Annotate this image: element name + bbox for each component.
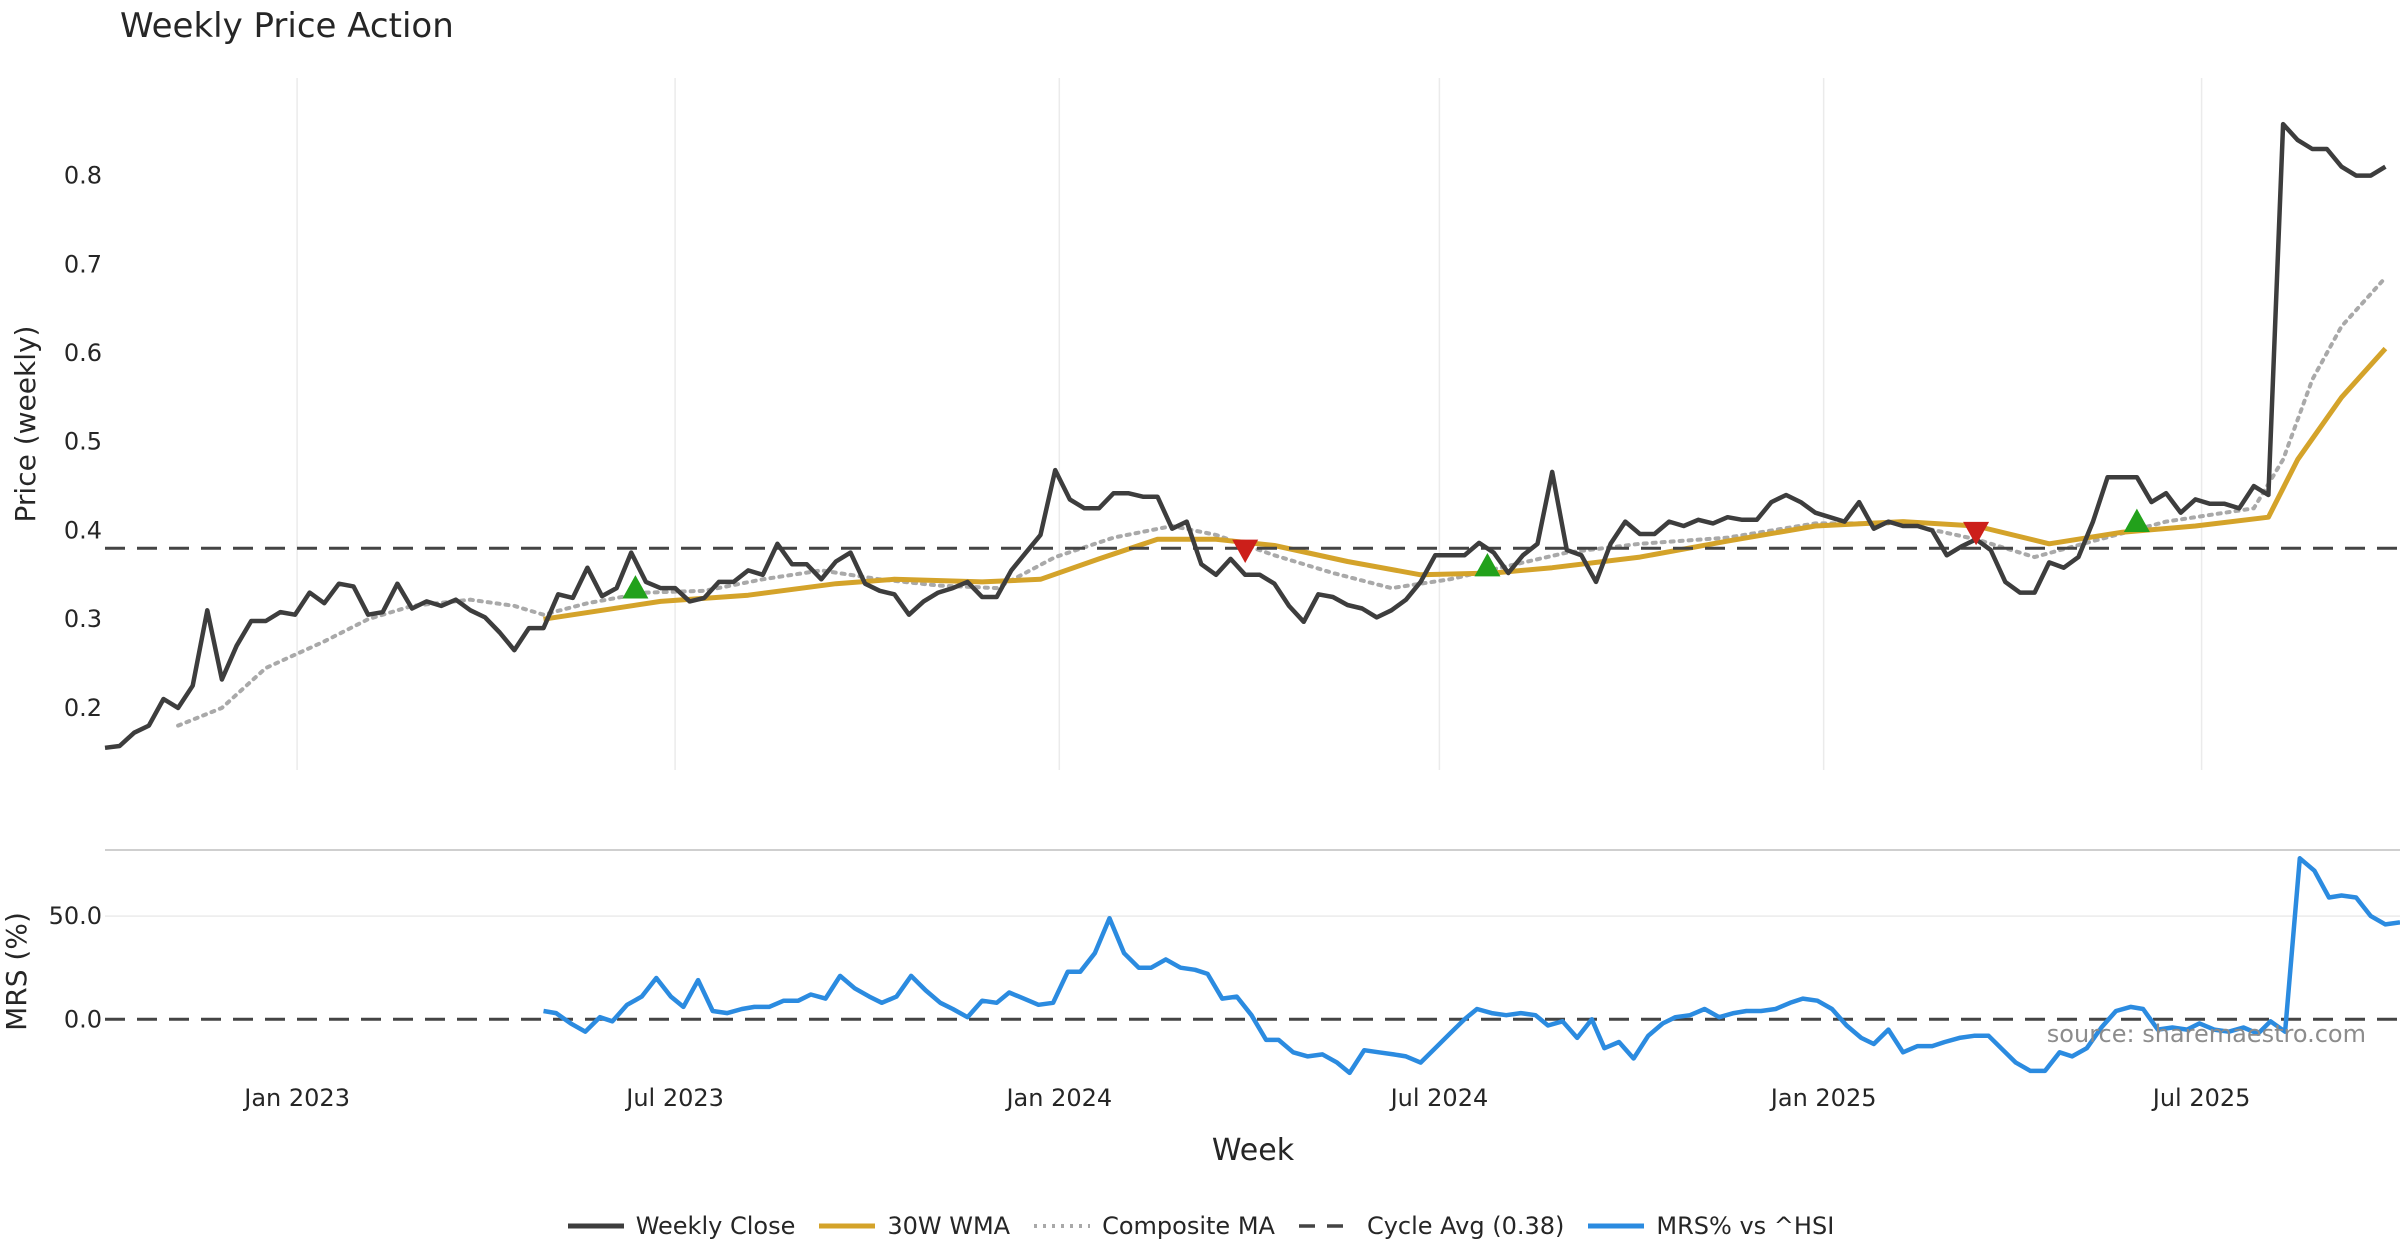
legend-swatch: [1298, 1224, 1355, 1228]
y-tick-label: 0.5: [64, 428, 102, 456]
legend-label: 30W WMA: [887, 1212, 1011, 1240]
composite-ma-line: [176, 275, 2388, 728]
mrs-line: [543, 856, 2400, 1076]
x-tick-label: Jan 2023: [242, 1084, 350, 1112]
y-tick-label: 0.2: [64, 694, 102, 722]
y-tick-label: 0.3: [64, 605, 102, 633]
buy-signal-marker: [1474, 552, 1501, 577]
source-annotation: source: sharemaestro.com: [2046, 1020, 2366, 1048]
sell-signal-marker: [1963, 521, 1990, 546]
weekly-close-line: [104, 121, 2387, 751]
y-axis-title: Price (weekly): [9, 326, 42, 523]
x-tick-label: Jul 2024: [1389, 1084, 1489, 1112]
legend-label: Cycle Avg (0.38): [1366, 1212, 1565, 1240]
legend-item: Composite MA: [1032, 1212, 1275, 1240]
x-axis-title: Week: [1212, 1133, 1295, 1168]
legend-item: Cycle Avg (0.38): [1297, 1212, 1564, 1240]
mrs-tick-label: 0.0: [64, 1005, 102, 1033]
legend-item: Weekly Close: [566, 1212, 796, 1240]
y-tick-label: 0.7: [64, 250, 102, 278]
sell-signal-marker: [1232, 539, 1259, 563]
legend-label: Composite MA: [1102, 1212, 1275, 1240]
mrs-axis-title: MRS (%): [0, 912, 33, 1031]
legend-label: Weekly Close: [635, 1212, 796, 1240]
buy-signal-marker: [622, 575, 649, 599]
y-tick-label: 0.8: [64, 162, 102, 190]
legend-label: MRS% vs ^HSI: [1656, 1212, 1835, 1240]
legend-item: MRS% vs ^HSI: [1586, 1212, 1834, 1240]
x-tick-label: Jan 2025: [1769, 1084, 1877, 1112]
x-tick-label: Jul 2023: [624, 1084, 724, 1112]
legend-swatch: [1588, 1223, 1645, 1229]
mrs-tick-label: 50.0: [49, 902, 102, 930]
buy-signal-marker: [2123, 508, 2150, 532]
legend-swatch: [1034, 1224, 1091, 1228]
y-tick-label: 0.6: [64, 339, 102, 367]
legend-swatch: [819, 1223, 876, 1229]
legend-item: 30W WMA: [817, 1212, 1010, 1240]
legend: Weekly Close 30W WMA Composite MA Cycle Avg…: [0, 1212, 2400, 1240]
chart-title: Weekly Price Action: [120, 6, 454, 46]
x-tick-label: Jan 2024: [1004, 1084, 1112, 1112]
y-tick-label: 0.4: [64, 516, 102, 544]
legend-swatch: [567, 1223, 624, 1229]
x-tick-label: Jul 2025: [2151, 1084, 2251, 1112]
